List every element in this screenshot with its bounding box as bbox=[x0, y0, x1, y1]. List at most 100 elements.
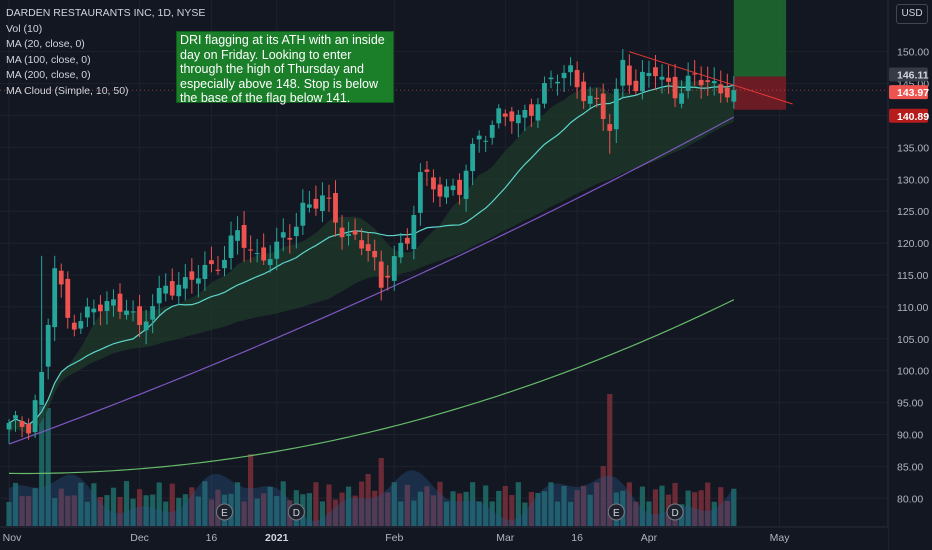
trendline[interactable] bbox=[629, 51, 793, 105]
candle-body[interactable] bbox=[130, 311, 136, 313]
time-axis[interactable]: Nov Dec 16 2021 Feb Mar 16 Apr May bbox=[0, 526, 888, 550]
price-label-high[interactable] bbox=[889, 67, 928, 82]
candles[interactable] bbox=[6, 48, 737, 444]
candle-body[interactable] bbox=[39, 372, 45, 406]
candle-body[interactable] bbox=[169, 281, 175, 296]
candle-body[interactable] bbox=[391, 256, 397, 281]
candle-body[interactable] bbox=[143, 321, 149, 331]
legend-ma200[interactable]: MA (200, close, 0) bbox=[6, 69, 91, 81]
price-axis[interactable]: 80.00 85.00 90.00 95.00 100.00 105.00 110.00 11… bbox=[887, 0, 932, 550]
candle-body[interactable] bbox=[372, 250, 378, 258]
candle-body[interactable] bbox=[163, 285, 169, 294]
candle-body[interactable] bbox=[607, 124, 613, 131]
candle-body[interactable] bbox=[633, 80, 639, 92]
candle-body[interactable] bbox=[685, 75, 691, 91]
candle-body[interactable] bbox=[542, 83, 547, 104]
annotation-note[interactable]: DRI flagging at its ATH with an inside d… bbox=[176, 31, 394, 105]
candle-body[interactable] bbox=[156, 287, 162, 304]
candle-body[interactable] bbox=[98, 304, 103, 312]
candle-body[interactable] bbox=[640, 71, 645, 92]
candle-body[interactable] bbox=[32, 400, 38, 433]
candle-body[interactable] bbox=[6, 423, 12, 430]
legend-vol[interactable]: Vol (10) bbox=[6, 22, 43, 35]
candle-body[interactable] bbox=[731, 90, 737, 102]
candle-body[interactable] bbox=[653, 67, 658, 77]
candle-body[interactable] bbox=[150, 306, 156, 320]
candle-body[interactable] bbox=[489, 124, 495, 138]
candle-body[interactable] bbox=[476, 135, 482, 140]
candle-body[interactable] bbox=[724, 87, 730, 98]
candle-body[interactable] bbox=[293, 226, 299, 237]
candle-body[interactable] bbox=[287, 237, 293, 240]
candle-body[interactable] bbox=[209, 260, 214, 265]
candle-body[interactable] bbox=[359, 240, 365, 249]
candle-body[interactable] bbox=[320, 195, 325, 212]
candle-body[interactable] bbox=[313, 198, 319, 209]
candle-body[interactable] bbox=[672, 76, 678, 99]
candle-body[interactable] bbox=[568, 65, 573, 73]
candle-body[interactable] bbox=[548, 77, 554, 80]
candle-body[interactable] bbox=[84, 306, 90, 318]
target-box[interactable] bbox=[733, 0, 787, 77]
candle-body[interactable] bbox=[333, 193, 338, 223]
candle-body[interactable] bbox=[437, 184, 443, 197]
candle-body[interactable] bbox=[215, 269, 221, 271]
candle-body[interactable] bbox=[587, 95, 593, 104]
candle-body[interactable] bbox=[280, 232, 286, 238]
candle-body[interactable] bbox=[535, 104, 541, 121]
currency-button[interactable]: USD bbox=[896, 4, 928, 24]
candle-body[interactable] bbox=[502, 113, 508, 117]
candle-body[interactable] bbox=[104, 301, 110, 312]
ma20-line[interactable] bbox=[8, 84, 734, 426]
candle-body[interactable] bbox=[352, 230, 358, 235]
ma100-line[interactable] bbox=[8, 116, 735, 445]
candle-body[interactable] bbox=[378, 261, 384, 288]
symbol-title[interactable]: DARDEN RESTAURANTS INC, 1D, NYSE bbox=[6, 7, 206, 19]
candle-body[interactable] bbox=[52, 268, 58, 328]
candle-body[interactable] bbox=[346, 234, 351, 236]
candle-body[interactable] bbox=[444, 186, 449, 198]
candle-body[interactable] bbox=[222, 259, 227, 269]
candle-body[interactable] bbox=[189, 271, 195, 280]
candle-body[interactable] bbox=[235, 230, 240, 241]
legend-ma-cloud[interactable]: MA Cloud (Simple, 10, 50) bbox=[6, 84, 129, 97]
candle-body[interactable] bbox=[509, 111, 515, 122]
candle-body[interactable] bbox=[195, 278, 201, 284]
candle-body[interactable] bbox=[529, 104, 534, 116]
candle-body[interactable] bbox=[254, 253, 260, 255]
candle-body[interactable] bbox=[65, 278, 71, 318]
candle-body[interactable] bbox=[339, 227, 345, 238]
price-label-last[interactable] bbox=[889, 85, 928, 100]
ma200-line[interactable] bbox=[8, 299, 735, 475]
candle-body[interactable] bbox=[626, 65, 632, 86]
candle-body[interactable] bbox=[496, 108, 502, 124]
candle-body[interactable] bbox=[620, 59, 626, 86]
candle-body[interactable] bbox=[365, 244, 371, 251]
candle-body[interactable] bbox=[182, 277, 188, 289]
candle-body[interactable] bbox=[385, 275, 391, 278]
candle-body[interactable] bbox=[561, 72, 567, 79]
dividend-marker[interactable]: D bbox=[666, 503, 684, 521]
candle-body[interactable] bbox=[267, 259, 273, 266]
candle-body[interactable] bbox=[398, 242, 404, 258]
candle-body[interactable] bbox=[404, 237, 410, 244]
candle-body[interactable] bbox=[581, 81, 587, 102]
candle-body[interactable] bbox=[13, 415, 18, 419]
candle-body[interactable] bbox=[431, 177, 436, 190]
candle-body[interactable] bbox=[248, 249, 254, 251]
candle-body[interactable] bbox=[692, 73, 698, 75]
candle-body[interactable] bbox=[202, 264, 208, 280]
candle-body[interactable] bbox=[574, 70, 580, 88]
candle-body[interactable] bbox=[117, 293, 123, 312]
candle-body[interactable] bbox=[300, 202, 306, 226]
candle-body[interactable] bbox=[228, 235, 234, 258]
candle-body[interactable] bbox=[483, 140, 489, 142]
candle-body[interactable] bbox=[261, 247, 267, 261]
candle-body[interactable] bbox=[411, 214, 417, 250]
candle-body[interactable] bbox=[424, 169, 430, 172]
candle-body[interactable] bbox=[463, 170, 469, 199]
candle-body[interactable] bbox=[137, 306, 142, 325]
earnings-marker[interactable]: E bbox=[215, 503, 233, 521]
